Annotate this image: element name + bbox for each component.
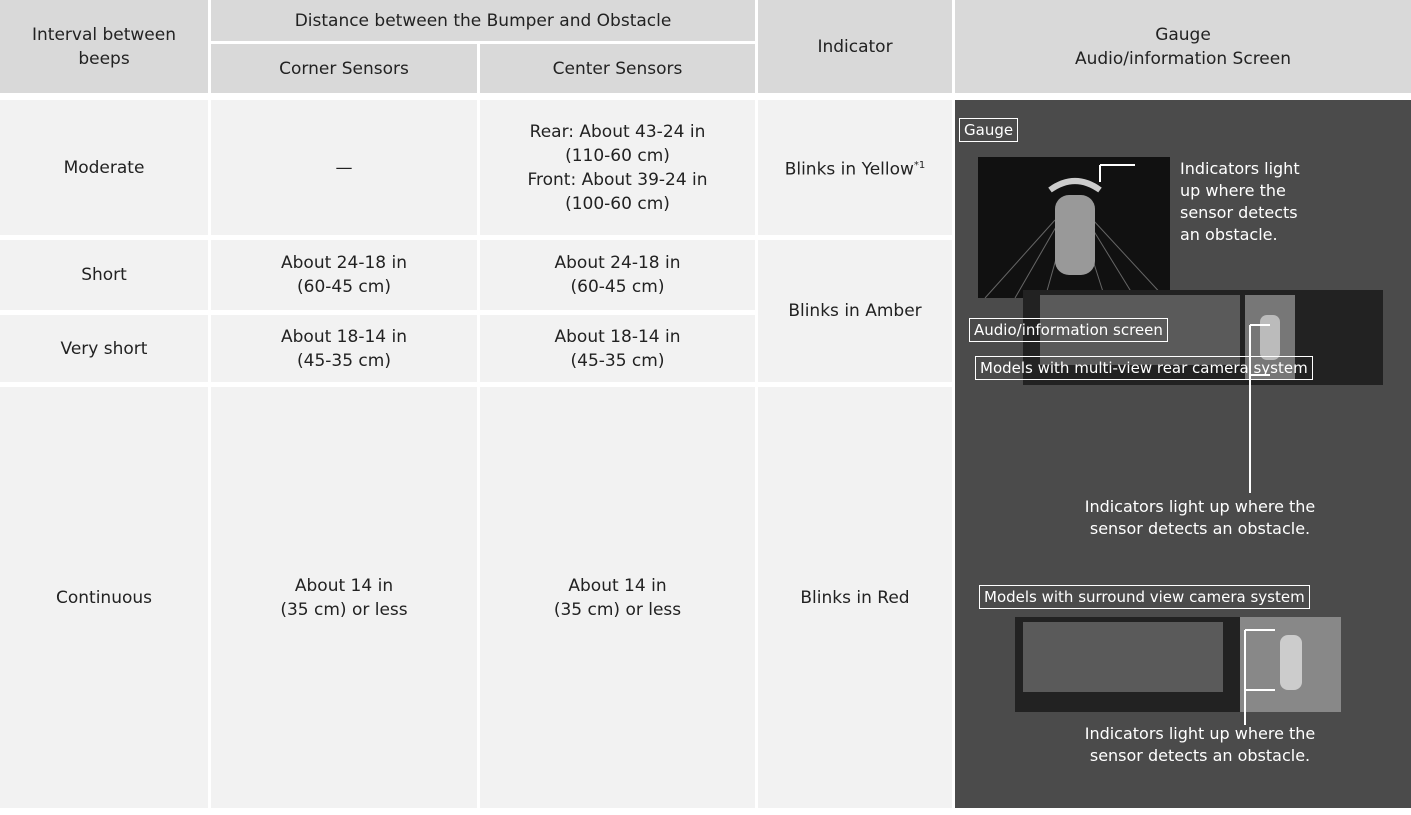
screen-area [1023, 622, 1223, 692]
section-label: Gauge [959, 118, 1019, 142]
cell-text: (110-60 cm) [565, 145, 670, 166]
cell: Blinks in Yellow*1 [758, 100, 952, 235]
illustrations [978, 157, 1383, 725]
cell-text: About 14 in [568, 575, 667, 596]
cell-text: Front: About 39-24 in [527, 169, 708, 190]
caption-line: Indicators light up where the [1084, 497, 1316, 516]
cell: About 24-18 in (60-45 cm) [211, 240, 477, 310]
car [1055, 195, 1095, 275]
header-text: Indicator [817, 36, 893, 57]
cell-text: About 18-14 in [281, 326, 407, 347]
cell-text: Very short [60, 338, 148, 359]
header-cell: Center Sensors [480, 44, 755, 93]
screen-panel: Gauge Indicators light up where the sensor… [955, 100, 1411, 808]
caption: Indicators light up where the sensor detec… [1180, 158, 1300, 246]
cell-text: Short [81, 265, 127, 285]
header-text: Corner Sensors [279, 58, 409, 79]
caption: Indicators light up where the sensor dete… [1040, 723, 1360, 767]
cell: About 14 in (35 cm) or less [480, 387, 755, 808]
cell: Blinks in Red [758, 387, 952, 808]
cell-text: Continuous [55, 587, 152, 608]
cell-text: — [335, 157, 353, 178]
header-cell: Gauge Audio/information Screen [955, 0, 1411, 93]
cell-text: Blinks in Amber [788, 301, 922, 321]
cell-text: Moderate [63, 157, 145, 178]
header-text: Distance between the Bumper and Obstacle [294, 10, 672, 31]
header-cell: Indicator [758, 0, 952, 93]
cell: Very short [0, 315, 208, 382]
car [1280, 635, 1302, 690]
cell-text: (60-45 cm) [570, 277, 665, 297]
header-cell: Distance between the Bumper and Obstacle [211, 0, 755, 41]
caption-line: up where the [1180, 181, 1286, 200]
cell-text: (100-60 cm) [565, 193, 670, 214]
header-text: Gauge [1155, 24, 1211, 45]
cell: About 24-18 in (60-45 cm) [480, 240, 755, 310]
cell-text: (45-35 cm) [297, 350, 391, 371]
cell-text: (35 cm) or less [553, 599, 682, 620]
cell-text: (45-35 cm) [570, 350, 665, 371]
cell: Moderate [0, 100, 208, 235]
section-label: Models with multi-view rear camera syste… [975, 356, 1313, 380]
cell-text: About 24-18 in [554, 253, 681, 273]
cell: About 18-14 in (45-35 cm) [480, 315, 755, 382]
cell: About 18-14 in (45-35 cm) [211, 315, 477, 382]
section-label: Models with surround view camera system [979, 585, 1310, 609]
cell-text: (60-45 cm) [297, 277, 391, 297]
cell-text: About 24-18 in [281, 253, 407, 273]
cell-text: About 18-14 in [554, 326, 681, 347]
cell-text: Blinks in Red [800, 587, 910, 608]
section-label: Audio/information screen [969, 318, 1168, 342]
car [1260, 315, 1280, 360]
caption-line: sensor detects an obstacle. [1089, 746, 1311, 765]
caption: Indicators light up where the sensor dete… [1040, 496, 1360, 540]
cell: — [211, 100, 477, 235]
caption-line: sensor detects [1180, 203, 1298, 222]
header-text: Interval between [31, 24, 177, 45]
cell-text: Blinks in Yellow [784, 159, 914, 180]
cell-text: Rear: About 43-24 in [529, 121, 706, 142]
cell: Rear: About 43-24 in (110-60 cm) Front: Ab… [480, 100, 755, 235]
header-text: Audio/information Screen [1074, 48, 1291, 69]
header-text: Center Sensors [552, 58, 683, 79]
caption-line: Indicators light up where the [1084, 724, 1316, 743]
sensor-arc [1048, 178, 1102, 193]
caption-line: Indicators light [1180, 159, 1300, 178]
cell-text: About 14 in [294, 575, 394, 596]
screen-area [1040, 295, 1240, 365]
header-text: beeps [78, 48, 130, 69]
caption-line: an obstacle. [1180, 225, 1278, 244]
caption-line: sensor detects an obstacle. [1089, 519, 1311, 538]
footnote: *1 [913, 159, 926, 171]
cell: Short [0, 240, 208, 310]
header-cell: Interval between beeps [0, 0, 208, 93]
cell: Continuous [0, 387, 208, 808]
cell-text: Blinks in Yellow*1 [785, 154, 926, 182]
cell: Blinks in Amber [758, 240, 952, 382]
cell: About 14 in (35 cm) or less [211, 387, 477, 808]
cell-text: (35 cm) or less [280, 599, 408, 620]
header-cell: Corner Sensors [211, 44, 477, 93]
